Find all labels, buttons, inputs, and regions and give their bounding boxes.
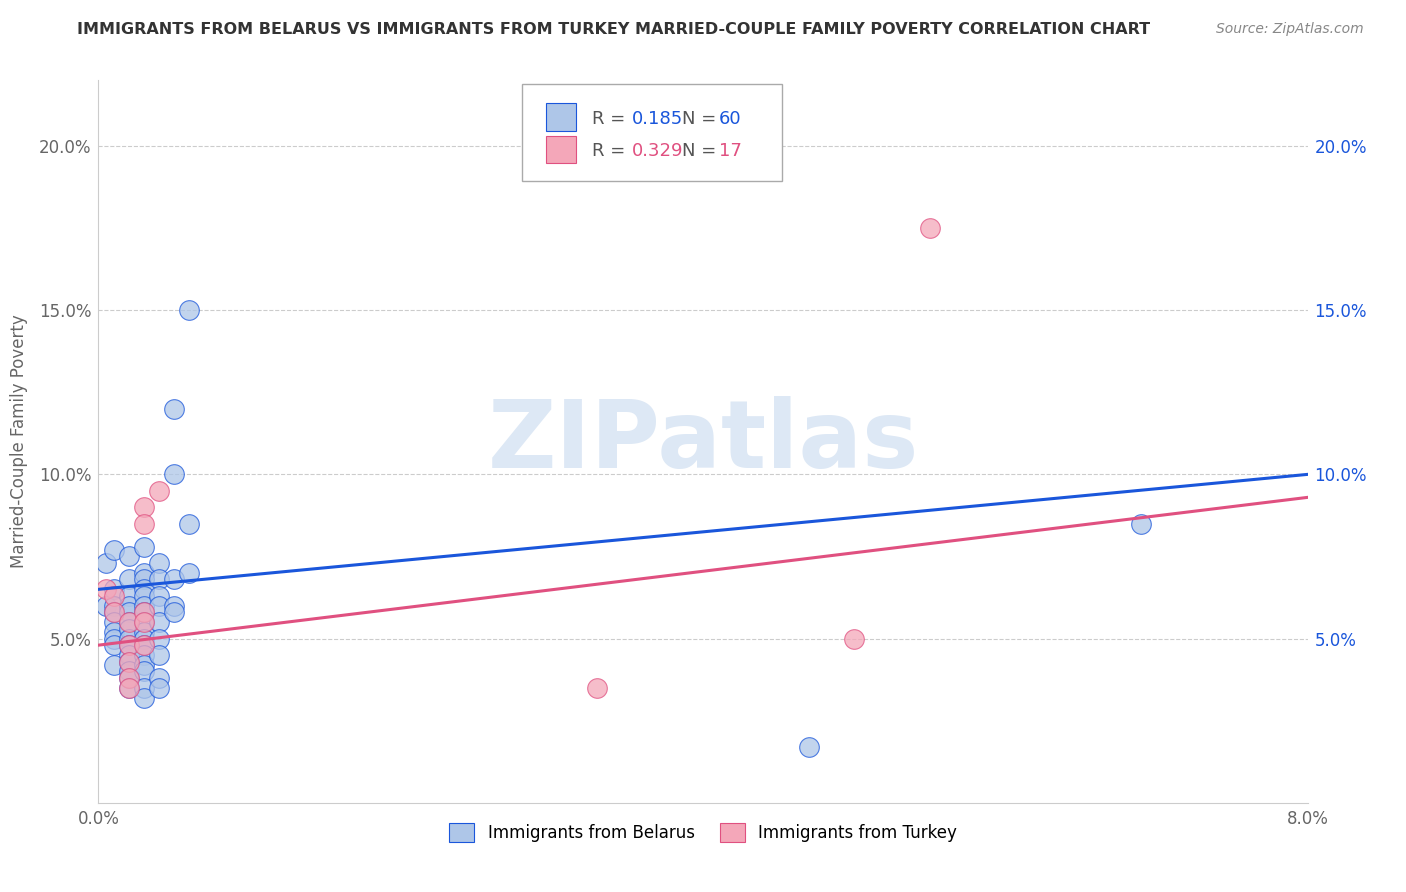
Point bbox=[179, 516, 201, 531]
Point bbox=[94, 556, 117, 570]
Point bbox=[103, 615, 125, 630]
Text: IMMIGRANTS FROM BELARUS VS IMMIGRANTS FROM TURKEY MARRIED-COUPLE FAMILY POVERTY : IMMIGRANTS FROM BELARUS VS IMMIGRANTS FR… bbox=[77, 22, 1150, 37]
Point bbox=[118, 638, 141, 652]
Point bbox=[132, 648, 155, 662]
Text: R =: R = bbox=[592, 110, 631, 128]
Point bbox=[94, 599, 117, 613]
Point bbox=[179, 566, 201, 580]
Point bbox=[132, 573, 155, 587]
Point bbox=[103, 582, 125, 597]
Point bbox=[118, 573, 141, 587]
Point bbox=[148, 615, 170, 630]
Point bbox=[132, 566, 155, 580]
Point bbox=[163, 573, 186, 587]
Point bbox=[132, 582, 155, 597]
Point bbox=[118, 655, 141, 669]
Point bbox=[132, 516, 155, 531]
Point bbox=[132, 625, 155, 640]
Point bbox=[586, 681, 609, 695]
Point bbox=[148, 648, 170, 662]
Point bbox=[103, 632, 125, 646]
Point bbox=[844, 632, 866, 646]
Point bbox=[103, 542, 125, 557]
Text: N =: N = bbox=[682, 142, 723, 160]
Point bbox=[148, 556, 170, 570]
Point bbox=[163, 605, 186, 619]
Point bbox=[132, 657, 155, 672]
Point bbox=[148, 681, 170, 695]
Point bbox=[148, 599, 170, 613]
Point bbox=[103, 625, 125, 640]
Point bbox=[103, 605, 125, 619]
Text: R =: R = bbox=[592, 142, 631, 160]
Point bbox=[118, 671, 141, 685]
Point bbox=[132, 632, 155, 646]
Point bbox=[132, 500, 155, 515]
Point bbox=[132, 615, 155, 630]
Point bbox=[103, 605, 125, 619]
Point bbox=[118, 622, 141, 636]
Point bbox=[132, 638, 155, 652]
Point bbox=[132, 599, 155, 613]
Point bbox=[118, 632, 141, 646]
Point bbox=[179, 303, 201, 318]
Text: 17: 17 bbox=[718, 142, 741, 160]
Point bbox=[797, 739, 820, 754]
Point bbox=[163, 401, 186, 416]
Point bbox=[132, 665, 155, 679]
Point bbox=[118, 648, 141, 662]
Point bbox=[118, 655, 141, 669]
Text: 0.329: 0.329 bbox=[631, 142, 683, 160]
Point bbox=[118, 681, 141, 695]
Point bbox=[132, 605, 155, 619]
Point bbox=[94, 582, 117, 597]
Point bbox=[148, 671, 170, 685]
Point bbox=[132, 690, 155, 705]
Point bbox=[103, 638, 125, 652]
Point bbox=[118, 665, 141, 679]
Point bbox=[118, 589, 141, 603]
Point bbox=[132, 540, 155, 554]
Point bbox=[132, 638, 155, 652]
Point bbox=[148, 483, 170, 498]
Point bbox=[118, 671, 141, 685]
Point bbox=[118, 615, 141, 630]
Point bbox=[163, 599, 186, 613]
Text: 0.185: 0.185 bbox=[631, 110, 683, 128]
Point bbox=[118, 605, 141, 619]
Point bbox=[148, 632, 170, 646]
Point bbox=[103, 599, 125, 613]
Y-axis label: Married-Couple Family Poverty: Married-Couple Family Poverty bbox=[10, 315, 28, 568]
Point bbox=[132, 605, 155, 619]
Text: 60: 60 bbox=[718, 110, 741, 128]
Point bbox=[118, 681, 141, 695]
Point bbox=[918, 221, 941, 235]
FancyBboxPatch shape bbox=[546, 136, 576, 163]
Text: Source: ZipAtlas.com: Source: ZipAtlas.com bbox=[1216, 22, 1364, 37]
Point bbox=[118, 599, 141, 613]
Point bbox=[118, 549, 141, 564]
Point bbox=[118, 638, 141, 652]
Text: N =: N = bbox=[682, 110, 723, 128]
Text: ZIPatlas: ZIPatlas bbox=[488, 395, 918, 488]
Point bbox=[132, 681, 155, 695]
Point bbox=[132, 589, 155, 603]
Point bbox=[103, 589, 125, 603]
Point bbox=[148, 573, 170, 587]
Point bbox=[1130, 516, 1153, 531]
Point bbox=[103, 657, 125, 672]
FancyBboxPatch shape bbox=[546, 103, 576, 131]
FancyBboxPatch shape bbox=[522, 84, 782, 181]
Point bbox=[163, 467, 186, 482]
Point bbox=[148, 589, 170, 603]
Point bbox=[132, 615, 155, 630]
Legend: Immigrants from Belarus, Immigrants from Turkey: Immigrants from Belarus, Immigrants from… bbox=[443, 816, 963, 848]
Point bbox=[118, 615, 141, 630]
